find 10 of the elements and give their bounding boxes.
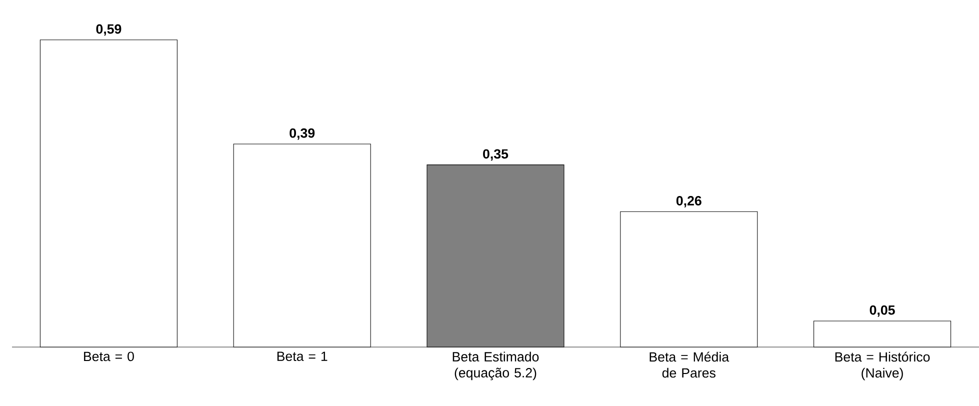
x-tick-label: Beta = Histórico (Naive) bbox=[835, 352, 930, 380]
data-label: 0,05 bbox=[870, 305, 895, 317]
x-tick-label: Beta = Média de Pares bbox=[650, 352, 730, 378]
x-tick-label: Beta = 1 bbox=[277, 352, 328, 361]
x-tick-label: Beta = 0 bbox=[84, 352, 134, 362]
data-label: 0,59 bbox=[96, 24, 122, 36]
data-label: 0,35 bbox=[483, 149, 508, 161]
data-label: 0,39 bbox=[290, 128, 315, 140]
data-label: 0,26 bbox=[676, 196, 702, 208]
x-tick-label: Beta Estimado (equação 5.2) bbox=[452, 352, 539, 380]
